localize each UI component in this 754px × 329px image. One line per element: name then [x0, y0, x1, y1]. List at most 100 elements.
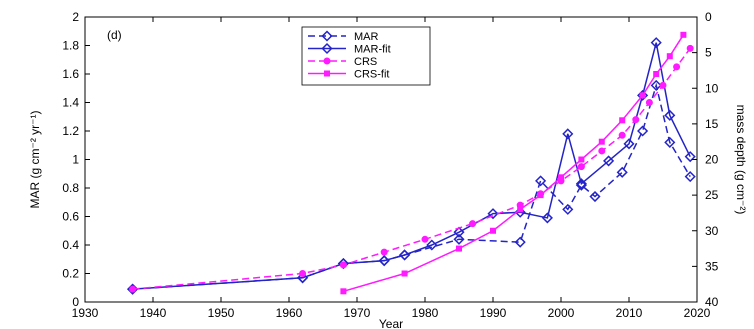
data-point-mar	[684, 171, 696, 183]
data-point-mar	[616, 166, 628, 178]
data-point-crs-fit	[537, 192, 544, 199]
data-point-mar	[637, 125, 649, 137]
x-tick-label: 1990	[480, 306, 507, 320]
data-point-mar-fit	[297, 272, 309, 284]
y-right-tick-label: 40	[705, 295, 719, 309]
series-crs	[129, 44, 694, 293]
series-line-mar	[132, 82, 691, 290]
x-tick-label: 2010	[616, 306, 643, 320]
data-point-crs	[299, 270, 307, 277]
data-point-crs	[129, 285, 137, 293]
data-point-crs	[380, 248, 388, 256]
data-point-crs-fit	[619, 117, 626, 124]
data-point-mar-fit	[575, 178, 587, 190]
y-left-tick-label: 1.8	[62, 39, 79, 53]
data-point-mar	[535, 175, 547, 187]
data-point-crs-fit	[401, 270, 408, 277]
data-point-crs	[421, 235, 429, 243]
series-line-mar-fit	[132, 42, 691, 290]
data-point-mar-fit	[399, 249, 411, 261]
y-left-tick-label: 0.6	[62, 210, 79, 224]
y-right-tick-label: 20	[705, 153, 719, 167]
data-point-mar-fit	[623, 138, 635, 150]
legend-marker-crs	[323, 57, 331, 65]
data-point-crs-fit	[666, 53, 673, 60]
y-axis-label-right: mass depth (g cm⁻²)	[734, 105, 748, 215]
data-point-mar	[650, 79, 662, 91]
y-left-tick-label: 2	[72, 10, 79, 24]
legend-marker-crs-fit	[324, 70, 330, 77]
x-axis-label: Year	[379, 317, 403, 329]
legend-label-mar: MAR	[354, 31, 379, 43]
y-axis-label-left: MAR (g cm⁻² yr⁻¹)	[28, 111, 42, 209]
data-point-crs-fit	[558, 174, 564, 181]
y-right-tick-label: 10	[705, 81, 719, 95]
legend-label-mar-fit: MAR-fit	[354, 44, 391, 56]
data-point-crs-fit	[578, 156, 585, 163]
x-tick-label: 1960	[276, 306, 303, 320]
axes: 1930 1940 1950 1960 1970 1980 1990 2000 2010 2020…	[62, 10, 718, 320]
y-right-tick-label: 15	[705, 117, 719, 131]
x-tick-label: 1970	[344, 306, 371, 320]
y-left-tick-label: 0.8	[62, 181, 79, 195]
data-point-mar-fit	[684, 151, 696, 163]
data-point-crs	[469, 220, 477, 228]
data-point-mar-fit	[650, 37, 662, 49]
x-tick-label: 1930	[72, 306, 99, 320]
data-point-crs	[632, 116, 640, 124]
y-left-tick-label: 0	[72, 295, 79, 309]
x-tick-label: 2000	[548, 306, 575, 320]
y-left-tick-label: 1.4	[62, 96, 79, 110]
data-point-crs-fit	[639, 92, 646, 99]
y-left-tick-label: 0.4	[62, 238, 79, 252]
x-tick-label: 1950	[208, 306, 235, 320]
data-point-mar-fit	[664, 109, 676, 121]
series-line-crs-fit	[343, 34, 685, 293]
data-point-mar-fit	[541, 212, 553, 224]
y-left-tick-label: 1.2	[62, 124, 79, 138]
legend-label-crs: CRS	[354, 56, 377, 68]
x-tick-label: 1980	[412, 306, 439, 320]
data-point-crs-fit	[653, 71, 660, 77]
data-point-crs	[598, 147, 606, 155]
data-point-mar-fit	[453, 226, 465, 238]
data-point-crs	[577, 163, 585, 171]
y-right-tick-label: 0	[705, 10, 712, 24]
data-point-crs-fit	[598, 138, 605, 145]
data-point-crs-fit	[340, 288, 347, 295]
data-point-crs	[339, 261, 347, 269]
data-point-mar	[453, 233, 465, 245]
y-right-tick-label: 5	[705, 46, 712, 60]
data-point-mar	[514, 236, 526, 248]
data-point-crs	[673, 63, 681, 71]
data-point-mar	[664, 136, 676, 148]
series-layer	[127, 31, 696, 295]
data-point-crs	[645, 99, 653, 106]
legend-label-crs-fit: CRS-fit	[354, 69, 389, 81]
y-left-tick-label: 0.2	[62, 267, 79, 281]
panel-label: (d)	[107, 28, 122, 42]
data-point-mar-fit	[426, 239, 438, 251]
data-point-mar	[562, 203, 574, 215]
data-point-mar-fit	[378, 255, 390, 267]
series-crs-fit	[340, 31, 687, 295]
legend-marker-mar	[321, 30, 333, 42]
data-point-crs-fit	[456, 245, 462, 252]
series-mar	[127, 79, 696, 295]
data-point-mar-fit	[562, 128, 574, 140]
data-point-crs	[618, 131, 626, 139]
data-point-mar-fit	[603, 155, 615, 167]
x-tick-label: 2020	[684, 306, 711, 320]
data-point-mar	[589, 190, 601, 203]
y-right-tick-label: 25	[705, 188, 719, 202]
data-point-crs	[659, 81, 667, 89]
y-right-tick-label: 35	[705, 259, 719, 273]
data-point-crs	[686, 44, 694, 52]
x-tick-label: 1940	[140, 306, 167, 320]
y-left-tick-label: 1.6	[62, 67, 79, 81]
legend-marker-mar-fit	[321, 42, 333, 55]
data-point-mar	[575, 179, 587, 191]
data-point-crs-fit	[680, 31, 687, 38]
